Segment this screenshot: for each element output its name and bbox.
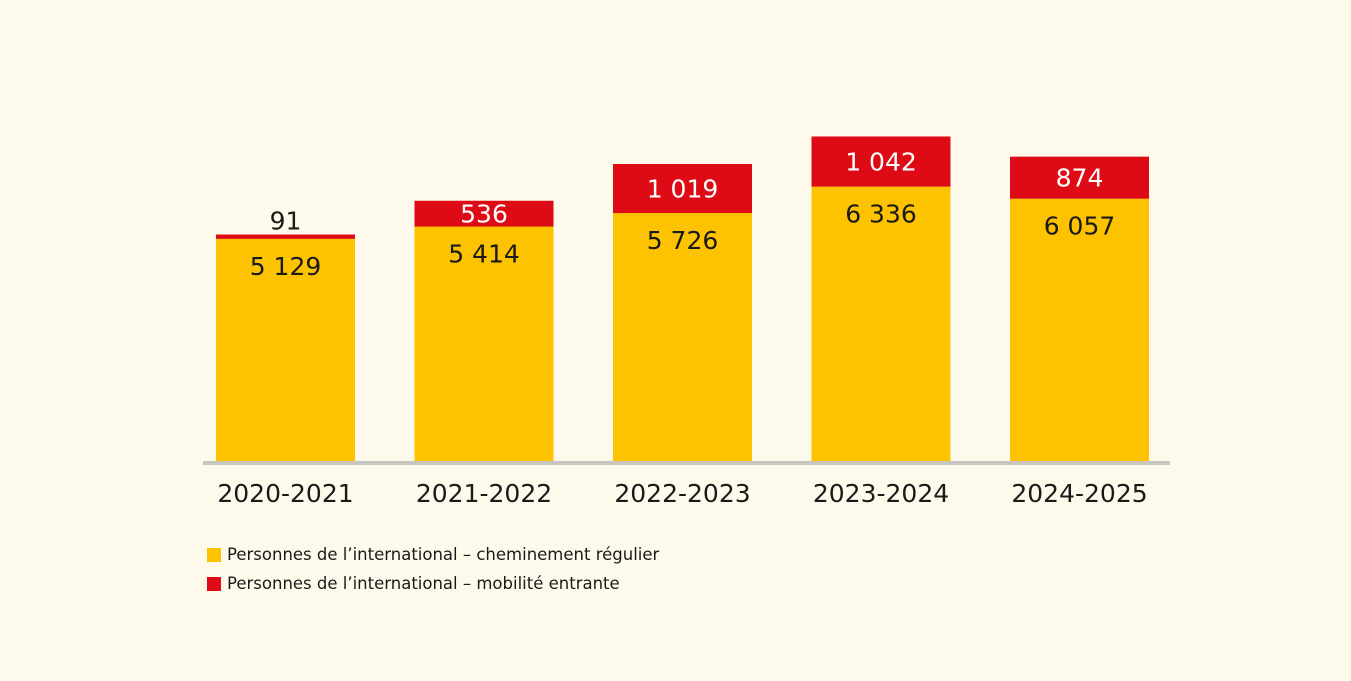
data-label-regular: 6 336 [845, 200, 917, 229]
data-label-incoming: 91 [270, 207, 302, 236]
data-label-incoming: 874 [1056, 164, 1104, 193]
bar-incoming [414, 200, 554, 227]
data-label-incoming: 536 [460, 200, 508, 229]
legend-item-regular: Personnes de l’international – chemineme… [207, 540, 659, 569]
x-tick-label: 2024-2025 [1011, 479, 1147, 508]
x-tick-label: 2023-2024 [813, 479, 949, 508]
legend-label-incoming: Personnes de l’international – mobilité … [227, 574, 620, 593]
x-tick-label: 2021-2022 [416, 479, 552, 508]
legend-item-incoming: Personnes de l’international – mobilité … [207, 569, 659, 598]
x-axis-baseline [203, 461, 1170, 465]
bar-regular [216, 238, 355, 461]
bar-regular [1010, 198, 1149, 461]
bar-regular [613, 213, 752, 461]
legend-label-regular: Personnes de l’international – chemineme… [227, 545, 660, 564]
bar-incoming [811, 136, 951, 187]
legend: Personnes de l’international – chemineme… [207, 540, 659, 598]
legend-swatch-incoming [207, 576, 221, 591]
data-label-incoming: 1 042 [845, 148, 917, 177]
bar-incoming [216, 234, 355, 239]
data-label-regular: 6 057 [1044, 212, 1116, 241]
x-tick-label: 2020-2021 [217, 479, 353, 508]
bar-regular [811, 186, 951, 461]
data-label-regular: 5 414 [448, 240, 520, 269]
legend-swatch-regular [207, 547, 221, 562]
data-label-incoming: 1 019 [647, 175, 719, 204]
bar-incoming [1010, 156, 1149, 199]
bar-regular [414, 226, 554, 461]
x-tick-label: 2022-2023 [614, 479, 750, 508]
data-label-regular: 5 129 [250, 252, 322, 281]
data-label-regular: 5 726 [647, 226, 719, 255]
bar-incoming [613, 164, 752, 214]
